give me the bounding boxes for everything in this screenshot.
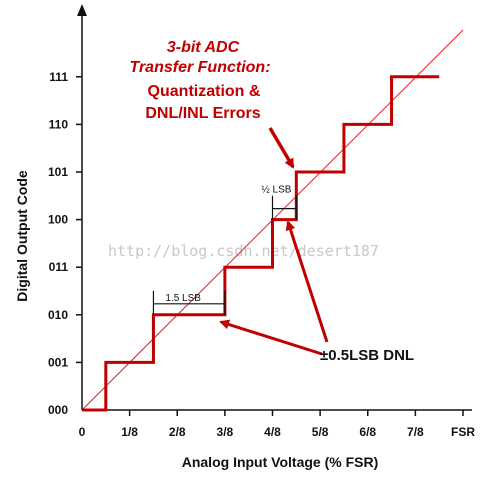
x-tick-label: 7/8: [407, 425, 424, 439]
dnl-label: ±0.5LSB DNL: [320, 347, 414, 364]
y-tick-label: 001: [48, 355, 68, 369]
y-tick-label: 110: [49, 117, 69, 131]
dnl-arrow-lower: [219, 319, 323, 356]
title-line: 3-bit ADC: [167, 39, 240, 56]
lsb-1-5-label: 1.5 LSB: [165, 293, 201, 304]
y-tick-label: 000: [48, 403, 68, 417]
adc-transfer-staircase: [82, 75, 440, 412]
x-ticks: 0 1/8 2/8 3/8 4/8 5/8 6/8 7/8 FSR: [79, 410, 475, 439]
x-tick-label: 1/8: [121, 425, 138, 439]
x-tick-label: 5/8: [312, 425, 329, 439]
lsb-half-bracket: [271, 195, 297, 220]
x-tick-label: 2/8: [169, 425, 186, 439]
x-axis-title: Analog Input Voltage (% FSR): [182, 454, 379, 470]
x-tick-label: 0: [79, 425, 86, 439]
y-axis-arrowhead: [77, 4, 87, 16]
lsb-half-label: ½ LSB: [261, 185, 291, 196]
y-axis-title: Digital Output Code: [14, 170, 30, 302]
title-arrow: [268, 127, 295, 169]
lsb-1-5-bracket: [152, 290, 226, 315]
watermark: http://blog.csdn.net/desert187: [108, 242, 379, 260]
y-tick-label: 101: [48, 165, 68, 179]
axes: [77, 4, 472, 411]
y-tick-label: 111: [49, 70, 68, 84]
title-line: DNL/INL Errors: [145, 105, 260, 122]
y-ticks: 000 001 010 011 100 101 110 111: [48, 70, 82, 417]
y-tick-label: 010: [48, 308, 68, 322]
chart-title: 3-bit ADC Transfer Function: Quantization …: [129, 39, 270, 122]
title-line: Quantization &: [148, 83, 261, 100]
x-tick-label: 4/8: [264, 425, 281, 439]
x-tick-label: 6/8: [359, 425, 376, 439]
y-tick-label: 011: [49, 260, 69, 274]
x-tick-label: 3/8: [217, 425, 234, 439]
y-tick-label: 100: [48, 213, 68, 227]
title-line: Transfer Function:: [129, 59, 270, 76]
x-tick-label: FSR: [451, 425, 475, 439]
dnl-arrow-upper: [285, 220, 329, 343]
